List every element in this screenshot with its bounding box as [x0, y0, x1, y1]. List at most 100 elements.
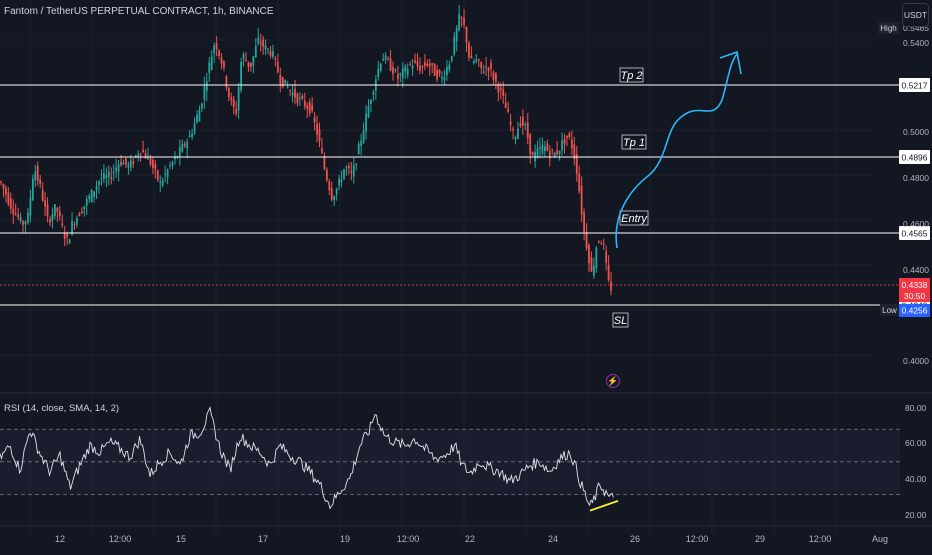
candle-body	[201, 103, 203, 109]
candle-body	[36, 166, 39, 181]
candle-body	[387, 58, 389, 60]
candle-body	[220, 57, 223, 64]
candle-body	[585, 232, 588, 249]
candle-body	[357, 144, 360, 155]
candle-body	[600, 243, 603, 245]
candle-body	[137, 154, 140, 157]
candle-body	[0, 181, 2, 183]
level-price: 0.5217	[902, 81, 928, 91]
candles	[0, 4, 612, 296]
high-label-bg	[878, 22, 899, 34]
candle-body	[5, 187, 7, 195]
countdown: 30:50	[904, 291, 926, 301]
level-label: Tp 1	[623, 137, 645, 149]
low-price: 0.4256	[902, 306, 928, 316]
price-tick-label: 0.4400	[903, 265, 929, 275]
candle-body	[203, 86, 206, 101]
candle-body	[514, 136, 517, 140]
candle-body	[561, 140, 563, 150]
candle-body	[575, 153, 578, 174]
candle-body	[193, 123, 196, 133]
candle-body	[112, 171, 115, 173]
candle-body	[406, 69, 409, 76]
candle-body	[318, 129, 321, 142]
drawings	[615, 50, 742, 249]
candle-body	[208, 62, 211, 73]
candle-body	[78, 213, 81, 217]
time-tick-label: 17	[258, 534, 268, 544]
candle-body	[205, 81, 208, 92]
symbol-title: Fantom / TetherUS PERPETUAL CONTRACT, 1h…	[4, 6, 274, 17]
candle-body	[355, 163, 358, 165]
candle-body	[161, 180, 164, 186]
candle-body	[480, 61, 483, 69]
candle-body	[68, 239, 71, 244]
candle-body	[286, 87, 289, 89]
candle-body	[578, 173, 581, 192]
candle-body	[335, 188, 338, 195]
candle-body	[232, 99, 235, 107]
candle-body	[470, 55, 473, 59]
candle-body	[308, 101, 311, 114]
candle-body	[433, 64, 436, 76]
candle-body	[296, 93, 299, 104]
candle-body	[240, 62, 242, 91]
candle-body	[2, 184, 5, 189]
candle-body	[482, 71, 485, 73]
candle-body	[24, 221, 27, 225]
candle-body	[105, 175, 108, 178]
candle-body	[475, 59, 478, 62]
candle-body	[88, 196, 91, 200]
currency-button[interactable]: USDT	[902, 3, 929, 27]
candle-body	[340, 179, 343, 182]
low-label-bg	[880, 304, 899, 316]
candle-body	[198, 109, 201, 122]
candle-body	[159, 181, 162, 183]
candle-body	[186, 141, 189, 149]
time-tick-label: 26	[630, 534, 640, 544]
candle-body	[438, 70, 441, 74]
candle-body	[453, 36, 456, 55]
candle-body	[41, 189, 44, 201]
candle-body	[548, 151, 551, 159]
candle-body	[281, 76, 284, 87]
candle-body	[428, 63, 431, 67]
flash-icon[interactable]: ⚡	[606, 374, 620, 388]
candle-body	[539, 147, 541, 149]
candle-body	[237, 87, 240, 111]
candle-body	[446, 66, 448, 76]
time-tick-label: 19	[340, 534, 350, 544]
candle-body	[443, 77, 446, 81]
candle-body	[17, 214, 20, 218]
candle-body	[338, 178, 340, 186]
candle-body	[401, 68, 404, 78]
candle-body	[66, 233, 69, 237]
candle-body	[294, 88, 296, 98]
candle-body	[468, 42, 470, 58]
rsi-tick-label: 80.00	[905, 403, 927, 413]
candle-body	[213, 45, 216, 54]
candle-body	[404, 65, 407, 72]
candle-body	[382, 59, 385, 61]
candle-body	[306, 105, 309, 109]
candle-body	[345, 166, 348, 168]
candle-body	[343, 169, 345, 179]
candle-body	[134, 155, 137, 157]
candle-body	[441, 76, 443, 79]
candle-body	[360, 140, 363, 147]
candle-body	[44, 200, 46, 207]
price-tick-label: 0.4800	[903, 173, 929, 183]
level-price-badge	[899, 150, 930, 164]
candle-body	[54, 204, 56, 216]
candle-body	[531, 152, 534, 156]
candle-body	[7, 192, 10, 205]
candle-body	[431, 63, 434, 65]
candle-body	[333, 196, 336, 200]
candle-body	[546, 143, 549, 151]
candle-body	[218, 50, 220, 56]
candle-body	[365, 113, 367, 132]
candle-body	[526, 122, 529, 139]
price-tick-label: 0.4600	[903, 219, 929, 229]
